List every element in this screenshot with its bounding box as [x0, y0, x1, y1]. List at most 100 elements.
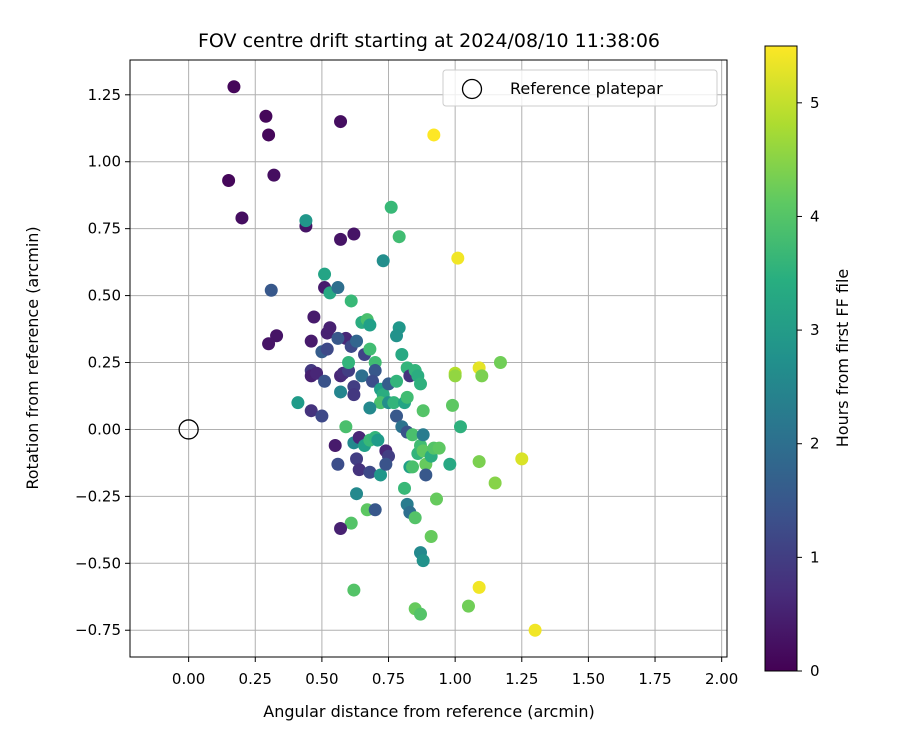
- data-point: [424, 530, 438, 544]
- data-point: [347, 583, 361, 597]
- x-tick-label: 1.00: [438, 670, 471, 688]
- data-point: [307, 310, 321, 324]
- data-point: [432, 441, 446, 455]
- colorbar: 0 1 2 3 4 5 Hours from first FF file: [764, 45, 852, 680]
- data-point: [310, 366, 324, 380]
- data-point: [342, 356, 356, 370]
- data-point: [472, 580, 486, 594]
- chart-title: FOV centre drift starting at 2024/08/10 …: [198, 30, 660, 52]
- data-point: [323, 321, 337, 335]
- data-point: [427, 128, 441, 142]
- data-point: [344, 294, 358, 308]
- data-point: [443, 457, 457, 471]
- colorbar-tick-label: 4: [810, 207, 820, 225]
- legend-reference-marker: [461, 78, 483, 100]
- data-point: [445, 398, 459, 412]
- data-point: [461, 599, 475, 613]
- data-point: [376, 254, 390, 268]
- y-tick-label: 0.50: [88, 287, 121, 305]
- data-point: [363, 465, 377, 479]
- data-point: [390, 329, 404, 343]
- data-point: [347, 388, 361, 402]
- colorbar-label: Hours from first FF file: [833, 269, 852, 448]
- data-point: [331, 281, 345, 295]
- data-point: [339, 420, 353, 434]
- data-point: [414, 607, 428, 621]
- y-axis-ticks: −0.75 −0.50 −0.25 0.00 0.25 0.50 0.75 1.00 1.25: [75, 86, 130, 639]
- colorbar-gradient: [764, 45, 798, 672]
- data-point: [331, 331, 345, 345]
- reference-marker: [178, 419, 199, 440]
- data-point: [318, 374, 332, 388]
- data-point: [363, 342, 377, 356]
- data-point: [262, 337, 276, 351]
- data-point: [390, 374, 404, 388]
- data-point: [264, 283, 278, 297]
- data-point: [334, 115, 348, 129]
- data-point: [387, 396, 401, 410]
- data-point: [334, 521, 348, 535]
- data-point: [448, 369, 462, 383]
- colorbar-ticks: 0 1 2 3 4 5: [797, 94, 820, 680]
- colorbar-tick-label: 1: [810, 548, 820, 566]
- colorbar-tick-label: 0: [810, 662, 820, 680]
- data-point: [416, 554, 430, 568]
- data-point: [259, 109, 273, 123]
- data-point: [363, 401, 377, 415]
- data-point: [235, 211, 249, 225]
- data-point: [515, 452, 529, 466]
- data-point: [350, 334, 364, 348]
- data-point: [488, 476, 502, 490]
- x-tick-label: 1.75: [638, 670, 671, 688]
- data-point: [267, 168, 281, 182]
- y-tick-label: −0.25: [75, 487, 121, 505]
- data-point: [222, 173, 236, 187]
- data-point: [299, 214, 313, 228]
- data-point: [334, 232, 348, 246]
- x-tick-label: 0.50: [305, 670, 338, 688]
- data-point: [304, 404, 318, 418]
- plot-frame: [129, 59, 728, 658]
- colorbar-tick-label: 5: [810, 94, 820, 112]
- data-point: [395, 347, 409, 361]
- x-tick-label: 2.00: [705, 670, 738, 688]
- x-tick-label: 0.25: [239, 670, 272, 688]
- data-point: [352, 463, 366, 477]
- data-point: [328, 439, 342, 453]
- y-axis-label: Rotation from reference (arcmin): [23, 226, 42, 489]
- data-point: [262, 128, 276, 142]
- data-point: [315, 409, 329, 423]
- x-tick-label: 0.00: [172, 670, 205, 688]
- data-point: [451, 251, 465, 265]
- data-point: [304, 334, 318, 348]
- data-point: [392, 230, 406, 244]
- x-axis-ticks: 0.00 0.25 0.50 0.75 1.00 1.25 1.50 1.75 2.00: [172, 657, 738, 688]
- x-axis-label: Angular distance from reference (arcmin): [263, 702, 594, 721]
- x-tick-label: 1.50: [572, 670, 605, 688]
- colorbar-tick-label: 2: [810, 435, 820, 453]
- y-tick-label: 0.25: [88, 354, 121, 372]
- data-point: [347, 227, 361, 241]
- data-point: [453, 420, 467, 434]
- data-point: [270, 329, 284, 343]
- data-point: [390, 409, 404, 423]
- x-tick-label: 1.25: [505, 670, 538, 688]
- y-tick-label: 1.25: [88, 86, 121, 104]
- data-point: [493, 356, 507, 370]
- data-point: [408, 511, 422, 525]
- data-point: [416, 404, 430, 418]
- data-point: [379, 457, 393, 471]
- data-point: [406, 460, 420, 474]
- data-point: [406, 428, 420, 442]
- data-point: [355, 369, 369, 383]
- data-point: [350, 452, 364, 466]
- data-point: [227, 80, 241, 94]
- data-point: [363, 318, 377, 332]
- data-point: [528, 623, 542, 637]
- y-tick-label: −0.75: [75, 621, 121, 639]
- data-point: [318, 267, 332, 281]
- data-point: [419, 468, 433, 482]
- data-point: [398, 481, 412, 495]
- data-point: [400, 390, 414, 404]
